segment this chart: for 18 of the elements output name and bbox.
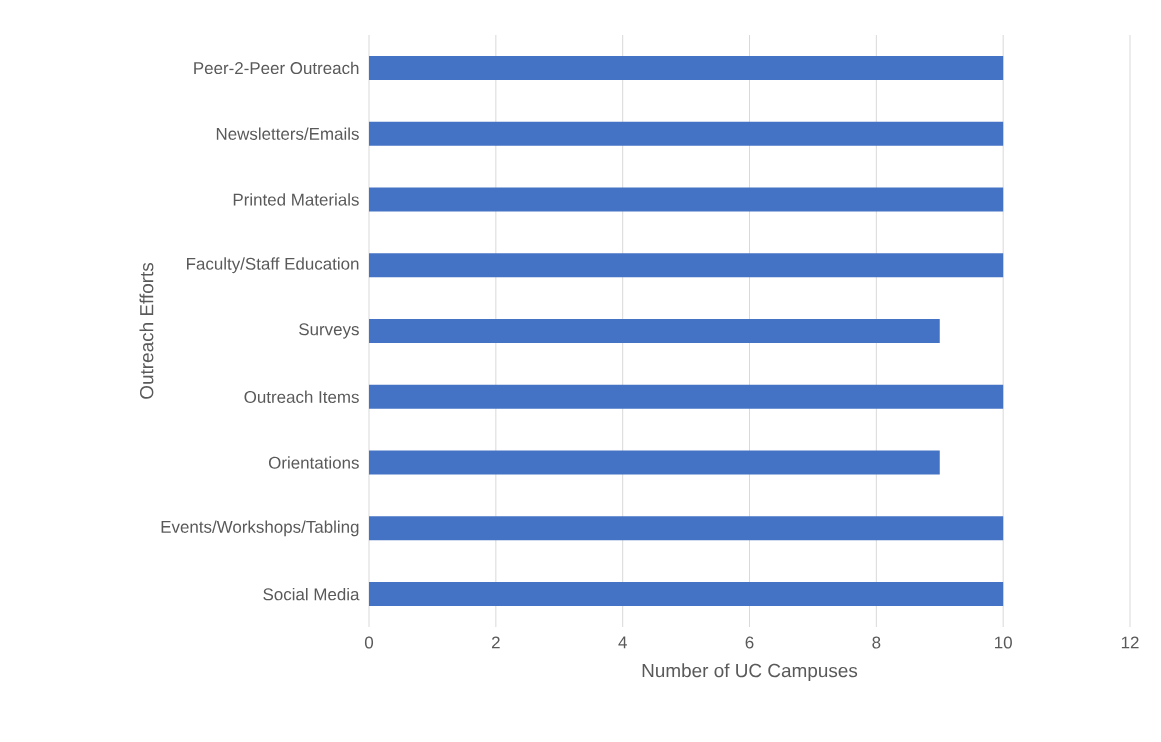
x-axis-title: Number of UC Campuses [642, 663, 858, 681]
y-tick-label: Peer-2-Peer Outreach [194, 61, 359, 75]
x-tick-label: 8 [872, 636, 881, 649]
y-tick-label: Outreach Items [244, 390, 359, 404]
x-tick-label: 10 [995, 636, 1012, 649]
y-tick-label: Orientations [268, 456, 359, 469]
x-tick-label: 6 [745, 636, 754, 649]
x-tick-label: 4 [618, 636, 627, 649]
y-axis-title: Outreach Efforts [139, 262, 154, 399]
y-tick-label: Faculty/Staff Education [187, 257, 359, 274]
y-tick-label: Newsletters/Emails [216, 127, 359, 140]
y-tick-label: Social Media [263, 587, 360, 601]
y-tick-label: Surveys [299, 323, 359, 339]
y-tick-label: Printed Materials [233, 193, 359, 206]
y-tick-label: Events/Workshops/Tabling [161, 520, 359, 537]
x-tick-label: 2 [491, 636, 500, 649]
x-tick-label: 12 [1121, 636, 1139, 649]
x-tick-label: 0 [364, 636, 374, 649]
